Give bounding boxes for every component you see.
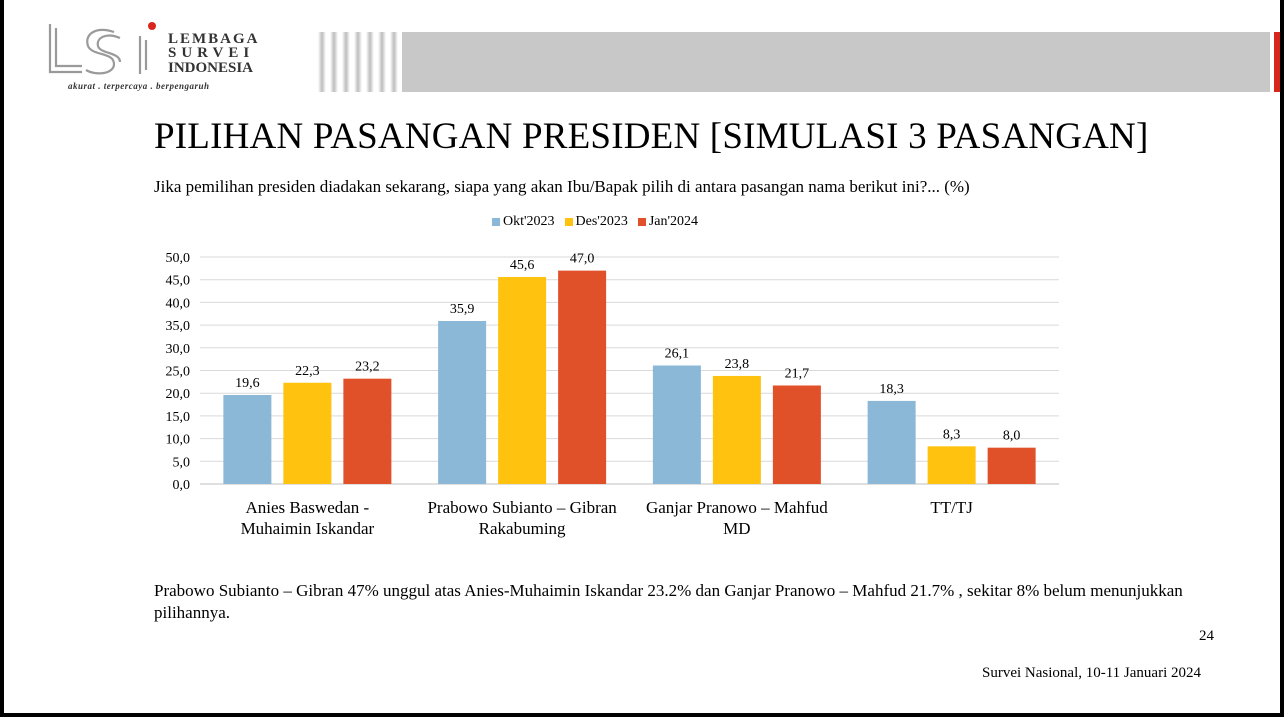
y-tick-label: 50,0 [166, 251, 191, 266]
x-category-label: Prabowo Subianto – Gibran Rakabuming [412, 497, 632, 539]
data-label: 26,1 [665, 347, 690, 362]
slide: LEMBAGA SURVEI INDONESIA akurat . terper… [4, 0, 1280, 713]
bar [223, 395, 272, 484]
bar [712, 375, 761, 484]
bar [927, 446, 976, 484]
y-tick-label: 15,0 [166, 410, 191, 425]
data-label: 47,0 [570, 252, 595, 267]
x-category-label-line: Rakabuming [478, 519, 566, 538]
header-banner [318, 32, 1280, 92]
y-tick-label: 40,0 [166, 296, 191, 311]
legend-label-jan2024: Jan'2024 [648, 214, 699, 229]
summary-text: Prabowo Subianto – Gibran 47% unggul ata… [154, 581, 1183, 622]
lsi-logo-mark [48, 22, 156, 75]
bar [283, 382, 332, 484]
legend-label-des2023: Des'2023 [575, 214, 628, 229]
logo-word-indonesia: INDONESIA [168, 60, 254, 76]
x-category-label: TT/TJ [842, 497, 1062, 518]
data-label: 23,2 [355, 360, 380, 375]
data-label: 18,3 [879, 382, 904, 397]
bar [987, 447, 1036, 484]
bar [772, 385, 821, 484]
logo-word-survei: SURVEI [168, 45, 255, 61]
x-category-label-line: MD [723, 519, 751, 538]
x-category-label-line: Muhaimin Iskandar [240, 519, 375, 538]
x-category-label-line: Prabowo Subianto – Gibran [427, 498, 617, 517]
legend-label-okt2023: Okt'2023 [503, 214, 555, 229]
y-tick-label: 0,0 [173, 478, 191, 493]
y-tick-label: 10,0 [166, 433, 191, 448]
bar [438, 321, 487, 484]
data-label: 8,3 [943, 427, 961, 442]
logo-tagline: akurat . terpercaya . berpengaruh [68, 81, 210, 91]
x-category-label-line: Ganjar Pranowo – Mahfud [645, 498, 828, 517]
page-number: 24 [1199, 628, 1214, 644]
x-category-label: Ganjar Pranowo – Mahfud MD [627, 497, 847, 539]
bar [343, 378, 392, 484]
legend-item-des2023: Des'2023 [564, 214, 628, 230]
data-label: 8,0 [1003, 429, 1021, 444]
page-subtitle: Jika pemilihan presiden diadakan sekaran… [154, 177, 970, 196]
y-tick-label: 45,0 [166, 274, 191, 289]
page-title: PILIHAN PASANGAN PRESIDEN [SIMULASI 3 PA… [154, 116, 1149, 157]
bar-chart: 0,0 5,0 10,0 15,0 20,0 25,0 30,0 35,0 40,0 45,0 50… [166, 251, 1059, 493]
legend-swatch-jan2024 [637, 218, 646, 226]
y-tick-label: 20,0 [166, 387, 191, 402]
bar [867, 400, 916, 484]
data-label: 35,9 [450, 302, 475, 317]
data-label: 19,6 [235, 376, 260, 391]
legend-item-jan2024: Jan'2024 [637, 214, 699, 230]
legend-swatch-okt2023 [492, 218, 500, 226]
bar [558, 270, 607, 484]
chart-legend: Okt'2023 Des'2023 Jan'2024 [492, 214, 698, 230]
data-label: 22,3 [295, 364, 320, 379]
legend-swatch-des2023 [564, 218, 573, 226]
bar [498, 276, 547, 484]
data-label: 23,8 [725, 357, 750, 372]
legend-item-okt2023: Okt'2023 [492, 214, 555, 230]
data-label: 45,6 [510, 258, 535, 273]
bar [652, 365, 701, 484]
y-tick-label: 35,0 [166, 319, 191, 334]
footer-source: Survei Nasional, 10-11 Januari 2024 [982, 665, 1201, 681]
y-tick-label: 30,0 [166, 342, 191, 357]
lsi-logo: LEMBAGA SURVEI INDONESIA akurat . terper… [44, 18, 284, 96]
y-tick-label: 5,0 [173, 455, 191, 470]
x-category-label-line: Anies Baswedan - [245, 498, 370, 517]
data-label: 21,7 [785, 366, 810, 381]
y-tick-label: 25,0 [166, 365, 191, 380]
x-category-label: Anies Baswedan - Muhaimin Iskandar [197, 497, 417, 539]
x-category-label-line: TT/TJ [930, 498, 973, 517]
logo-word-lembaga: LEMBAGA [168, 31, 260, 47]
